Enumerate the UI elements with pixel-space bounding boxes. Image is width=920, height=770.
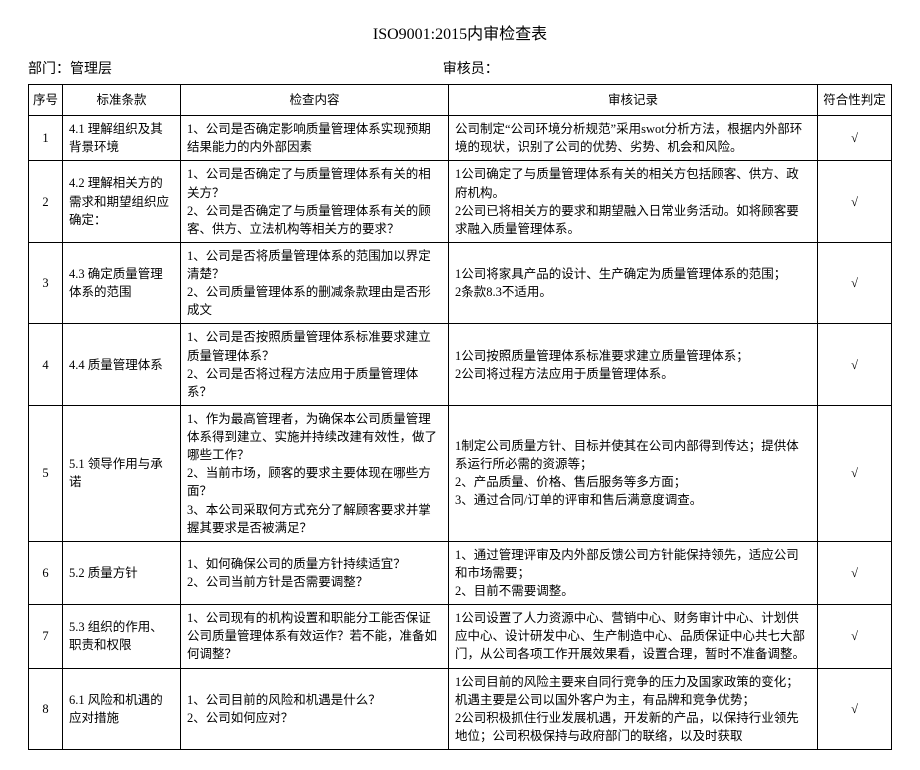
cell-chk: 1、如何确保公司的质量方针持续适宜？ 2、公司当前方针是否需要调整？ [181,541,449,604]
cell-chk: 1、公司是否确定了与质量管理体系有关的相关方？ 2、公司是否确定了与质量管理体系… [181,161,449,243]
table-body: 14.1 理解组织及其背景环境1、公司是否确定影响质量管理体系实现预期结果能力的… [29,116,892,750]
cell-std: 5.1 领导作用与承诺 [63,405,181,541]
cell-rec: 1公司按照质量管理体系标准要求建立质量管理体系； 2公司将过程方法应用于质量管理… [449,324,818,406]
cell-seq: 5 [29,405,63,541]
cell-comp: √ [818,541,892,604]
cell-comp: √ [818,116,892,161]
cell-seq: 3 [29,242,63,324]
cell-seq: 2 [29,161,63,243]
col-header-rec: 审核记录 [449,85,818,116]
cell-seq: 8 [29,668,63,750]
dept-value: 管理层 [70,62,112,77]
table-row: 75.3 组织的作用、职责和权限1、公司现有的机构设置和职能分工能否保证公司质量… [29,605,892,668]
cell-comp: √ [818,405,892,541]
table-row: 44.4 质量管理体系1、公司是否按照质量管理体系标准要求建立质量管理体系？ 2… [29,324,892,406]
col-header-comp: 符合性判定 [818,85,892,116]
cell-rec: 1公司目前的风险主要来自同行竞争的压力及国家政策的变化；机遇主要是公司以国外客户… [449,668,818,750]
cell-rec: 1、通过管理评审及内外部反馈公司方针能保持领先，适应公司和市场需要； 2、目前不… [449,541,818,604]
table-header-row: 序号 标准条款 检查内容 审核记录 符合性判定 [29,85,892,116]
cell-std: 4.4 质量管理体系 [63,324,181,406]
cell-chk: 1、公司是否确定影响质量管理体系实现预期结果能力的内外部因素 [181,116,449,161]
cell-chk: 1、公司目前的风险和机遇是什么？ 2、公司如何应对？ [181,668,449,750]
table-row: 86.1 风险和机遇的应对措施1、公司目前的风险和机遇是什么？ 2、公司如何应对… [29,668,892,750]
cell-chk: 1、公司是否按照质量管理体系标准要求建立质量管理体系？ 2、公司是否将过程方法应… [181,324,449,406]
dept-field: 部门：管理层 [28,58,443,78]
cell-seq: 4 [29,324,63,406]
meta-row: 部门：管理层 审核员： [28,58,892,78]
audit-table: 序号 标准条款 检查内容 审核记录 符合性判定 14.1 理解组织及其背景环境1… [28,84,892,750]
table-row: 55.1 领导作用与承诺1、作为最高管理者，为确保本公司质量管理体系得到建立、实… [29,405,892,541]
cell-std: 6.1 风险和机遇的应对措施 [63,668,181,750]
cell-rec: 1公司确定了与质量管理体系有关的相关方包括顾客、供方、政府机构。 2公司已将相关… [449,161,818,243]
cell-comp: √ [818,605,892,668]
cell-seq: 1 [29,116,63,161]
cell-std: 5.2 质量方针 [63,541,181,604]
cell-rec: 1公司设置了人力资源中心、营销中心、财务审计中心、计划供应中心、设计研发中心、生… [449,605,818,668]
table-row: 24.2 理解相关方的需求和期望组织应确定：1、公司是否确定了与质量管理体系有关… [29,161,892,243]
table-row: 65.2 质量方针1、如何确保公司的质量方针持续适宜？ 2、公司当前方针是否需要… [29,541,892,604]
cell-comp: √ [818,161,892,243]
cell-std: 4.1 理解组织及其背景环境 [63,116,181,161]
cell-chk: 1、作为最高管理者，为确保本公司质量管理体系得到建立、实施并持续改建有效性，做了… [181,405,449,541]
col-header-std: 标准条款 [63,85,181,116]
cell-chk: 1、公司现有的机构设置和职能分工能否保证公司质量管理体系有效运作？若不能，准备如… [181,605,449,668]
cell-comp: √ [818,668,892,750]
table-row: 34.3 确定质量管理体系的范围1、公司是否将质量管理体系的范围加以界定清楚？ … [29,242,892,324]
cell-comp: √ [818,242,892,324]
page-title: ISO9001:2015内审检查表 [28,20,892,44]
cell-rec: 公司制定“公司环境分析规范”采用swot分析方法，根据内外部环境的现状，识别了公… [449,116,818,161]
cell-rec: 1制定公司质量方针、目标并使其在公司内部得到传达；提供体系运行所必需的资源等； … [449,405,818,541]
auditor-field: 审核员： [443,58,892,78]
col-header-seq: 序号 [29,85,63,116]
cell-std: 5.3 组织的作用、职责和权限 [63,605,181,668]
cell-chk: 1、公司是否将质量管理体系的范围加以界定清楚？ 2、公司质量管理体系的删减条款理… [181,242,449,324]
cell-std: 4.2 理解相关方的需求和期望组织应确定： [63,161,181,243]
auditor-label: 审核员： [443,62,499,77]
cell-comp: √ [818,324,892,406]
cell-seq: 7 [29,605,63,668]
dept-label: 部门： [28,62,70,77]
table-row: 14.1 理解组织及其背景环境1、公司是否确定影响质量管理体系实现预期结果能力的… [29,116,892,161]
cell-seq: 6 [29,541,63,604]
cell-rec: 1公司将家具产品的设计、生产确定为质量管理体系的范围； 2条款8.3不适用。 [449,242,818,324]
cell-std: 4.3 确定质量管理体系的范围 [63,242,181,324]
col-header-chk: 检查内容 [181,85,449,116]
